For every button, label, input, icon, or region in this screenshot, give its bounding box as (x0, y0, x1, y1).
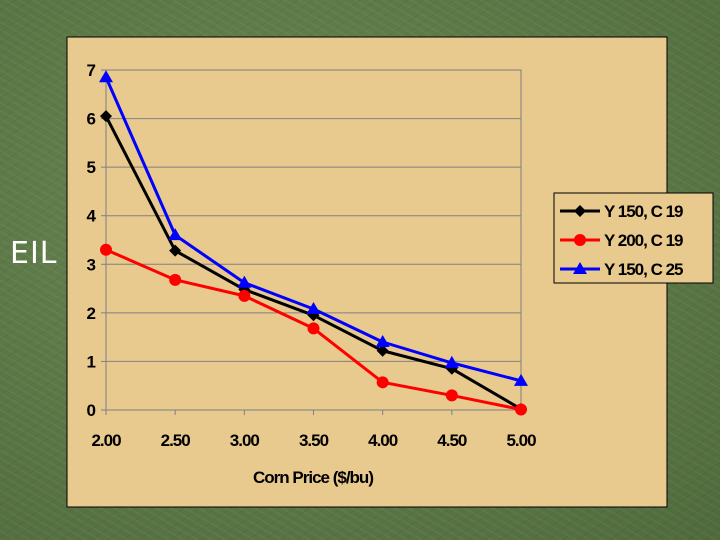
data-point (445, 389, 458, 402)
data-point (169, 273, 182, 286)
x-axis-ticks: 2.00 2.50 3.00 3.50 4.00 4.50 5.00 (91, 410, 537, 450)
slide-side-label: EIL (10, 236, 58, 271)
y-tick-label: 0 (87, 401, 96, 420)
y-tick-label: 1 (87, 352, 96, 371)
data-point (514, 373, 528, 386)
series-3 (99, 70, 528, 386)
y-tick-label: 5 (87, 158, 96, 177)
x-tick-label: 2.50 (161, 431, 191, 450)
series-layer (99, 70, 528, 416)
data-point (99, 70, 113, 83)
data-point (100, 243, 112, 256)
data-point (375, 335, 390, 347)
y-tick-label: 6 (87, 110, 96, 129)
y-tick-label: 7 (87, 61, 96, 80)
data-point (168, 228, 183, 241)
x-tick-label: 5.00 (506, 431, 536, 450)
data-point (376, 376, 389, 389)
x-axis-title: Corn Price ($/bu) (253, 468, 373, 487)
legend-marker (573, 262, 587, 274)
data-point (100, 110, 112, 123)
legend-item: Y 200, C 19 (560, 231, 684, 250)
data-point (515, 403, 527, 416)
data-point (444, 355, 459, 368)
legend-marker (574, 205, 586, 217)
legend-marker (574, 234, 586, 246)
x-tick-label: 2.00 (91, 431, 121, 450)
y-tick-label: 2 (87, 304, 96, 323)
y-tick-label: 4 (87, 207, 97, 226)
x-tick-label: 4.00 (368, 431, 398, 450)
x-tick-label: 3.00 (230, 431, 260, 450)
y-tick-label: 3 (87, 255, 96, 274)
y-axis-ticks: 0 1 2 3 4 5 6 7 (87, 61, 106, 420)
data-point (307, 322, 320, 335)
legend-label: Y 200, C 19 (604, 231, 683, 250)
data-point (306, 301, 321, 314)
legend-item: Y 150, C 25 (560, 260, 684, 279)
data-point (376, 344, 389, 357)
x-tick-label: 3.50 (299, 431, 329, 450)
legend-label: Y 150, C 25 (604, 260, 683, 279)
series-2 (100, 243, 527, 416)
legend-label: Y 150, C 19 (604, 202, 683, 221)
x-tick-label: 4.50 (437, 431, 467, 450)
data-point (169, 244, 182, 257)
data-point (237, 275, 252, 288)
legend-item: Y 150, C 19 (560, 202, 684, 221)
data-point (238, 289, 251, 302)
legend: Y 150, C 19 Y 200, C 19 Y 150, C 25 (560, 202, 684, 279)
